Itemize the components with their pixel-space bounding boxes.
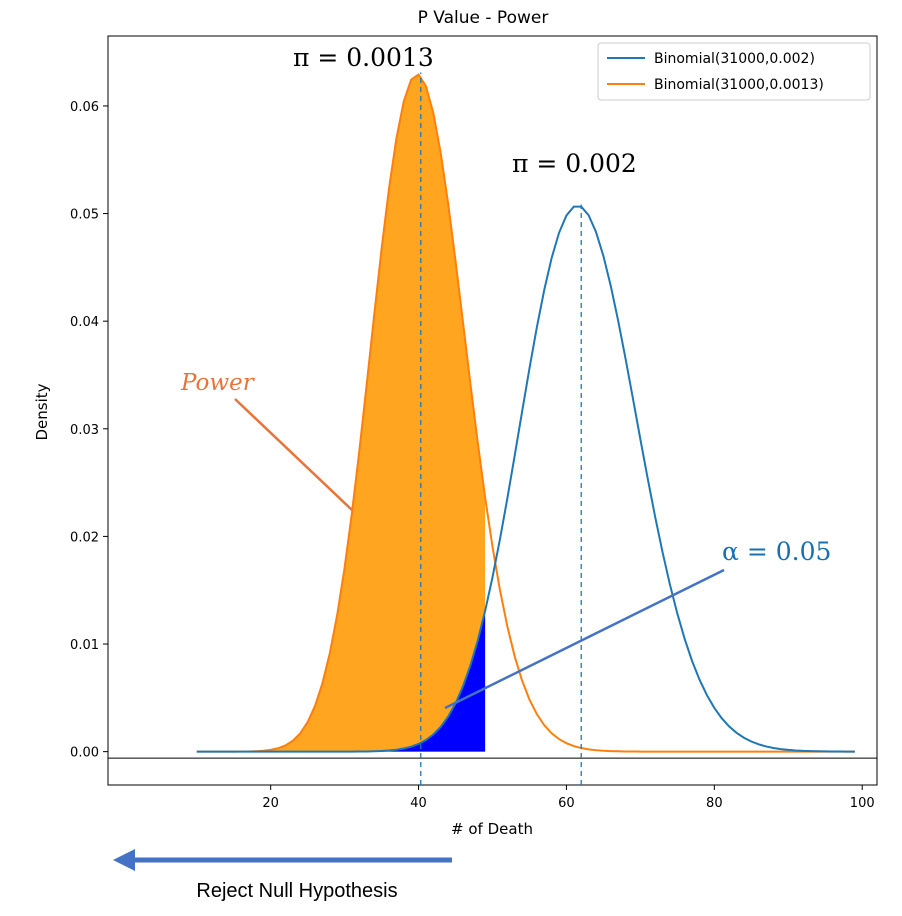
power-annotation: Power	[180, 370, 256, 396]
x-tick-label: 20	[262, 796, 279, 811]
plot-area-frame	[107, 35, 878, 786]
chart-title: P Value - Power	[418, 8, 549, 28]
reject-arrow	[113, 849, 452, 871]
y-axis-title: Density	[33, 383, 51, 440]
x-tick-label: 80	[706, 796, 723, 811]
legend-box	[597, 42, 871, 101]
reject-null-label: Reject Null Hypothesis	[196, 880, 397, 902]
pi-high-annotation: π = 0.002	[512, 149, 637, 178]
legend-label-0: Binomial(31000,0.002)	[654, 51, 815, 67]
x-axis-ticks: 20 40 60 80 100	[262, 785, 875, 811]
y-axis-ticks: 0.00 0.01 0.02 0.03 0.04 0.05 0.06	[70, 100, 108, 761]
y-tick-label: 0.05	[70, 208, 99, 223]
legend: Binomial(31000,0.002) Binomial(31000,0.0…	[597, 42, 871, 101]
x-axis-title: # of Death	[451, 820, 533, 838]
series-line-binomial-0.0013	[196, 73, 855, 753]
power-region	[196, 74, 486, 752]
y-tick-label: 0.02	[70, 530, 99, 545]
alpha-annotation: α = 0.05	[722, 537, 831, 566]
reject-arrow-head	[113, 849, 135, 871]
pi-low-annotation: π = 0.0013	[293, 43, 434, 72]
alpha-region	[196, 611, 486, 752]
y-tick-label: 0.06	[70, 100, 99, 115]
y-tick-label: 0.04	[70, 315, 99, 330]
y-tick-label: 0.01	[70, 638, 99, 653]
series-line-binomial-0.002	[196, 205, 855, 753]
y-tick-label: 0.03	[70, 423, 99, 438]
power-pointer-line	[234, 398, 353, 511]
x-tick-label: 40	[410, 796, 427, 811]
legend-label-1: Binomial(31000,0.0013)	[654, 77, 824, 93]
alpha-pointer-line	[444, 568, 725, 710]
x-tick-label: 100	[850, 796, 875, 811]
x-tick-label: 60	[558, 796, 575, 811]
y-tick-label: 0.00	[70, 746, 99, 761]
